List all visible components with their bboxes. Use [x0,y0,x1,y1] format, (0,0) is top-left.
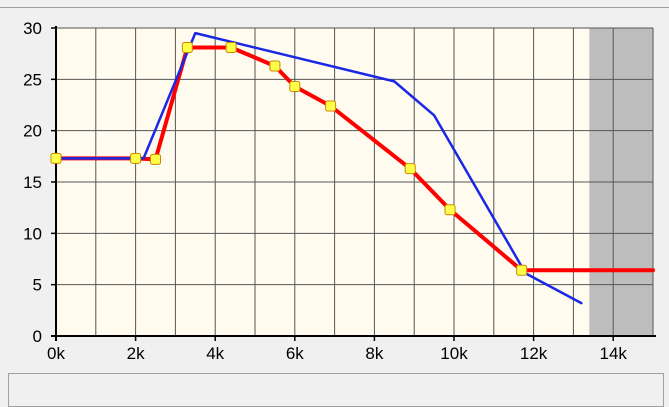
top-frame [0,0,669,8]
status-bar [8,373,664,407]
y-tick-label: 5 [33,276,42,295]
data-point-marker [50,152,62,164]
x-tick-label: 0k [47,344,65,363]
x-tick-label: 6k [286,344,304,363]
y-tick-label: 30 [23,19,42,38]
data-point-marker [150,153,161,165]
data-point-marker [516,264,528,276]
data-point-marker [444,204,456,216]
y-tick-label: 20 [23,122,42,141]
line-chart: 0k 2k 4k 6k 8k 10k 12k 14k 0 5 10 15 20 25 30 [23,19,656,363]
data-point-marker [269,60,281,72]
x-tick-label: 4k [206,344,224,363]
x-tick-label: 10k [440,344,468,363]
data-point-marker [181,42,193,54]
data-point-marker [225,42,237,54]
data-point-marker [404,163,416,175]
x-tick-label: 2k [127,344,145,363]
y-tick-label: 15 [23,173,42,192]
data-point-marker [289,81,301,93]
x-tick-label: 8k [365,344,383,363]
y-tick-label: 25 [23,70,42,89]
x-tick-label: 12k [520,344,548,363]
y-tick-label: 10 [23,224,42,243]
data-point-marker [130,152,142,164]
x-tick-label: 14k [599,344,627,363]
y-tick-label: 0 [33,327,42,346]
data-point-marker [325,100,337,112]
